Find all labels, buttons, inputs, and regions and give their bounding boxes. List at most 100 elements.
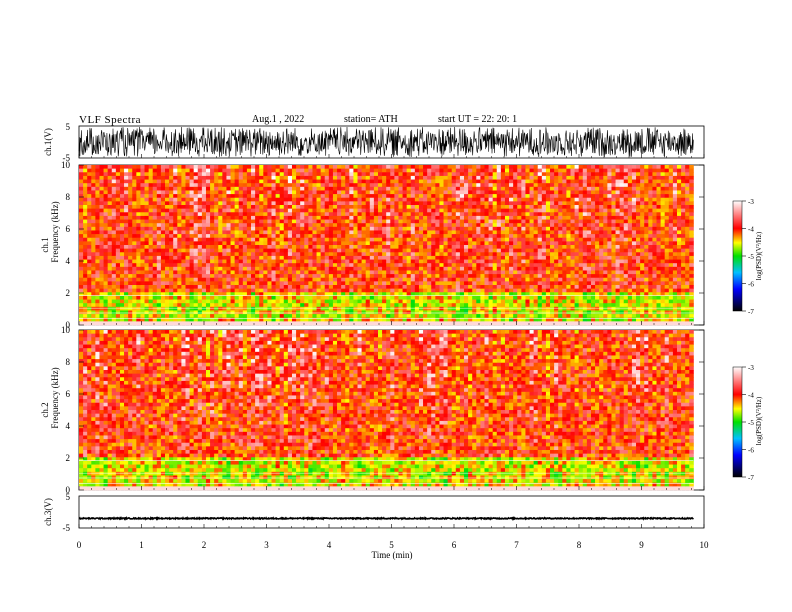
- spectrogram-cell: [324, 321, 330, 326]
- spectrogram-cell: [152, 245, 158, 250]
- spectrogram-cell: [267, 274, 272, 279]
- spectrogram-cell: [484, 183, 489, 188]
- spectrogram-cell: [99, 226, 104, 231]
- spectrogram-cell: [324, 252, 330, 257]
- spectrogram-cell: [537, 317, 543, 322]
- spectrogram-cell: [222, 219, 227, 224]
- spectrogram-cell: [201, 277, 207, 282]
- spectrogram-cell: [287, 212, 293, 217]
- spectrogram-cell: [509, 281, 514, 286]
- spectrogram-cell: [394, 281, 399, 286]
- spectrogram-cell: [296, 234, 301, 239]
- spectrogram-cell: [103, 186, 109, 191]
- spectrogram-cell: [165, 310, 170, 315]
- spectrogram-cell: [246, 248, 252, 253]
- spectrogram-cell: [443, 175, 449, 180]
- spectrogram-cell: [271, 172, 276, 177]
- spectrogram-cell: [83, 223, 88, 228]
- spectrogram-cell: [517, 168, 522, 173]
- spectrogram-cell: [185, 292, 190, 297]
- spectrogram-cell: [152, 175, 158, 180]
- spectrogram-cell: [402, 183, 408, 188]
- spectrogram-cell: [136, 179, 141, 184]
- spectrogram-cell: [361, 245, 367, 250]
- spectrogram-cell: [480, 266, 485, 271]
- spectrogram-cell: [201, 241, 207, 246]
- spectrogram-cell: [349, 226, 354, 231]
- spectrogram-cell: [214, 194, 219, 199]
- spectrogram-cell: [509, 259, 514, 264]
- spectrogram-cell: [156, 314, 162, 319]
- spectrogram-cell: [529, 215, 535, 220]
- spectrogram-cell: [308, 212, 313, 217]
- spectrogram-cell: [349, 241, 354, 246]
- spectrogram-cell: [169, 274, 174, 279]
- spectrogram-cell: [447, 165, 453, 170]
- spectrogram-cell: [451, 252, 457, 257]
- spectrogram-cell: [242, 259, 248, 264]
- spectrogram-cell: [332, 266, 338, 271]
- spectrogram-cell: [83, 292, 88, 297]
- spectrogram-cell: [87, 277, 92, 282]
- spectrogram-cell: [234, 292, 240, 297]
- spectrogram-cell: [210, 270, 215, 275]
- spectrogram-cell: [119, 285, 125, 290]
- spectrogram-cell: [95, 306, 100, 311]
- spectrogram-cell: [529, 197, 535, 202]
- spectrogram-cell: [431, 252, 436, 257]
- spectrogram-cell: [136, 175, 141, 180]
- spectrogram-cell: [341, 175, 346, 180]
- spectrogram-cell: [156, 165, 162, 170]
- spectrogram-cell: [296, 226, 301, 231]
- spectrogram-cell: [160, 314, 166, 319]
- spectrogram-cell: [369, 215, 375, 220]
- spectrogram-cell: [394, 215, 399, 220]
- spectrogram-cell: [119, 190, 125, 195]
- spectrogram-cell: [443, 317, 449, 322]
- spectrogram-cell: [128, 299, 133, 304]
- spectrogram-cell: [201, 317, 207, 322]
- spectrogram-cell: [533, 234, 539, 239]
- spectrogram-cell: [332, 212, 338, 217]
- spectrogram-cell: [185, 310, 190, 315]
- spectrogram-cell: [472, 270, 477, 275]
- spectrogram-cell: [79, 277, 84, 282]
- spectrogram-cell: [99, 219, 104, 224]
- spectrogram-cell: [406, 168, 412, 173]
- spectrogram-cell: [111, 201, 117, 206]
- spectrogram-cell: [181, 194, 186, 199]
- spectrogram-cell: [169, 321, 174, 326]
- spectrogram-cell: [386, 175, 391, 180]
- spectrogram-cell: [308, 295, 313, 300]
- spectrogram-cell: [402, 219, 408, 224]
- spectrogram-cell: [238, 186, 244, 191]
- spectrogram-cell: [455, 270, 461, 275]
- spectrogram-cell: [418, 274, 424, 279]
- spectrogram-cell: [238, 288, 244, 293]
- spectrogram-cell: [517, 241, 522, 246]
- spectrogram-cell: [513, 295, 518, 300]
- spectrogram-cell: [136, 197, 141, 202]
- spectrogram-cell: [435, 303, 440, 308]
- spectrogram-cell: [316, 215, 322, 220]
- spectrogram-cell: [533, 285, 539, 290]
- spectrogram-cell: [439, 306, 444, 311]
- spectrogram-cell: [115, 288, 121, 293]
- spectrogram-cell: [468, 212, 473, 217]
- spectrogram-cell: [201, 194, 207, 199]
- spectrogram-cell: [509, 274, 514, 279]
- spectrogram-cell: [488, 288, 494, 293]
- spectrogram-cell: [267, 194, 272, 199]
- spectrogram-cell: [291, 306, 297, 311]
- spectrogram-cell: [165, 183, 170, 188]
- spectrogram-cell: [136, 190, 141, 195]
- spectrogram-cell: [496, 194, 502, 199]
- spectrogram-cell: [197, 263, 203, 268]
- spectrogram-cell: [341, 168, 346, 173]
- spectrogram-cell: [287, 194, 293, 199]
- spectrogram-cell: [386, 306, 391, 311]
- spectrogram-cell: [324, 234, 330, 239]
- spectrogram-cell: [201, 306, 207, 311]
- spectrogram-cell: [79, 274, 84, 279]
- spectrogram-cell: [504, 234, 510, 239]
